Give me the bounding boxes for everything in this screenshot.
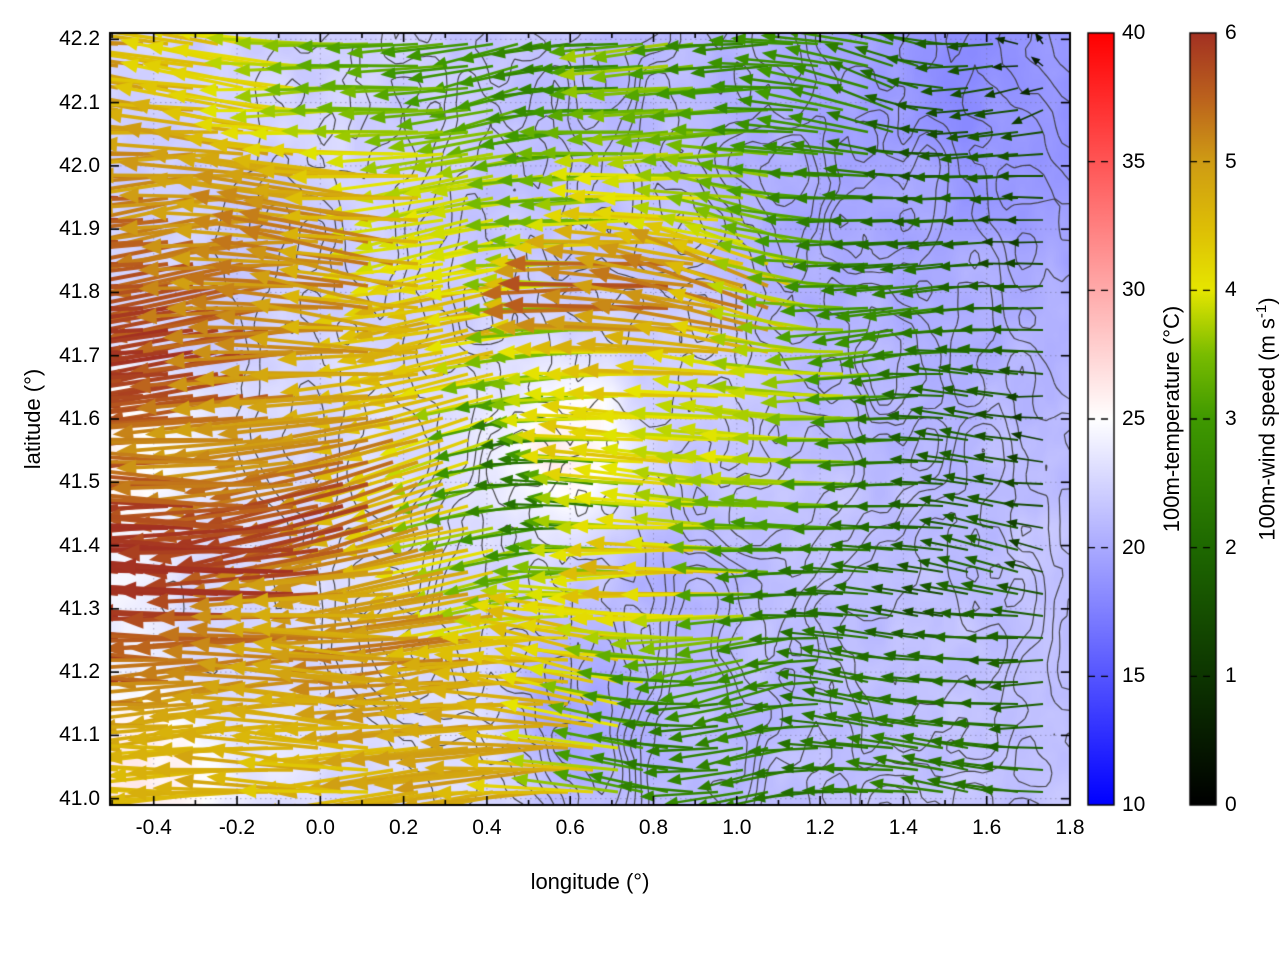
temperature-colorbar-tick-label: 10 bbox=[1122, 793, 1146, 816]
wind-colorbar-tick-label: 6 bbox=[1225, 21, 1237, 44]
y-tick-label: 41.8 bbox=[59, 280, 100, 304]
y-tick-label: 41.7 bbox=[59, 343, 100, 367]
temperature-colorbar-tick-label: 30 bbox=[1122, 278, 1146, 302]
wind-colorbar-title: 100m-wind speed (m s-1) bbox=[1253, 33, 1280, 805]
temperature-colorbar-tick-label: 35 bbox=[1122, 149, 1146, 173]
y-tick-label: 41.1 bbox=[59, 723, 100, 747]
x-axis-label: longitude (°) bbox=[530, 869, 650, 894]
x-tick-label: -0.4 bbox=[135, 816, 172, 839]
temperature-colorbar-tick-label: 25 bbox=[1122, 407, 1146, 430]
y-tick-label: 41.4 bbox=[59, 533, 100, 557]
y-axis-label: latitude (°) bbox=[20, 368, 45, 470]
x-tick-label: 1.2 bbox=[805, 816, 835, 839]
wind-colorbar-title-pre: 100m-wind speed (m s bbox=[1254, 318, 1280, 541]
x-tick-label: 0.6 bbox=[555, 816, 585, 839]
wind-colorbar-tick-label: 3 bbox=[1225, 407, 1237, 430]
x-tick-label: 0.4 bbox=[472, 816, 502, 839]
wind-colorbar-title-post: ) bbox=[1254, 297, 1280, 305]
x-tick-label: 1.8 bbox=[1055, 816, 1085, 839]
wind-colorbar-tick-label: 2 bbox=[1225, 535, 1237, 559]
wind-colorbar-title-sup: -1 bbox=[1253, 304, 1270, 319]
x-tick-label: 1.0 bbox=[722, 816, 752, 839]
wind-colorbar-tick-label: 4 bbox=[1225, 278, 1237, 302]
temperature-colorbar-title: 100m-temperature (°C) bbox=[1159, 33, 1187, 805]
temperature-colorbar-tick-label: 40 bbox=[1122, 21, 1146, 44]
y-tick-label: 41.6 bbox=[59, 407, 100, 430]
y-tick-label: 42.0 bbox=[59, 153, 100, 177]
wind-colorbar-tick-label: 5 bbox=[1225, 149, 1237, 173]
x-tick-label: 0.0 bbox=[305, 816, 335, 839]
x-tick-label: 1.6 bbox=[972, 816, 1002, 839]
wind-colorbar-tick-label: 0 bbox=[1225, 793, 1237, 816]
temperature-colorbar-tick-label: 15 bbox=[1122, 664, 1146, 688]
y-tick-label: 41.9 bbox=[59, 217, 100, 241]
wind-colorbar-tick-label: 1 bbox=[1225, 664, 1237, 688]
x-tick-label: 1.4 bbox=[888, 816, 918, 839]
y-tick-label: 41.2 bbox=[59, 660, 100, 684]
x-tick-label: 0.8 bbox=[638, 816, 669, 839]
x-tick-label: -0.2 bbox=[218, 816, 256, 839]
y-tick-label: 41.0 bbox=[59, 786, 100, 810]
temperature-colorbar-title-text: 100m-temperature (°C) bbox=[1159, 305, 1184, 533]
y-tick-label: 41.5 bbox=[59, 470, 100, 494]
y-tick-label: 41.3 bbox=[59, 596, 100, 620]
y-tick-label: 42.2 bbox=[59, 27, 100, 51]
x-tick-label: 0.2 bbox=[389, 816, 419, 839]
temperature-colorbar-tick-label: 20 bbox=[1122, 535, 1146, 559]
y-tick-label: 42.1 bbox=[59, 90, 100, 114]
